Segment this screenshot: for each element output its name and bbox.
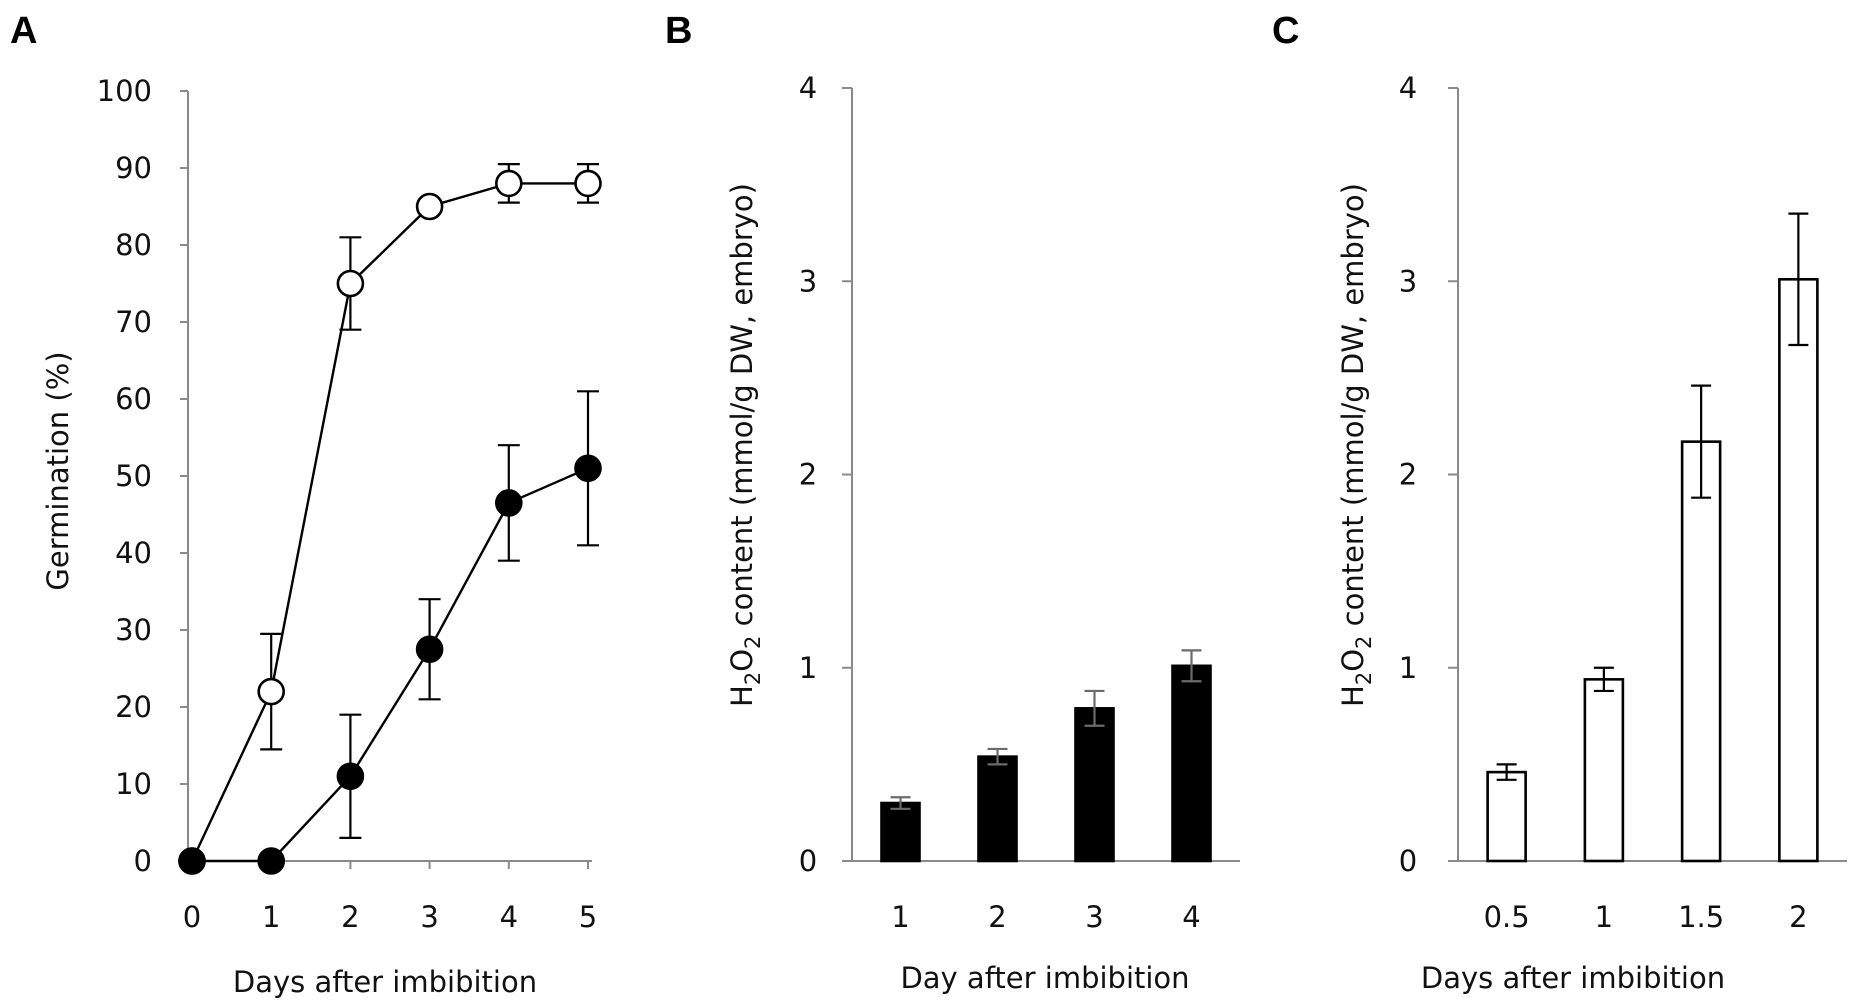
panel-a-y-tick-label: 100 <box>97 74 152 108</box>
panel-b-y-ticks: 0 1 2 3 4 <box>799 71 852 878</box>
panel-b-y-tick-label: 3 <box>799 264 817 298</box>
panel-a-line-chart: 0 10 20 30 40 50 60 70 80 90 100 0 1 2 3 4 5 Days after… <box>41 74 602 999</box>
panel-a-axes <box>187 91 592 862</box>
panel-b-y-axis-label: H2O2 content (mmol/g DW, embryo) <box>725 183 765 707</box>
panel-a-filled-series-point <box>574 454 602 483</box>
panel-letter-a: A <box>10 10 37 52</box>
panel-a-x-ticks: 0 1 2 3 4 5 <box>183 861 597 934</box>
panel-a-open-series-line <box>190 182 588 862</box>
panel-a-filled-series-point <box>494 489 523 517</box>
panel-c-y-ticks: 0 1 2 3 4 <box>1399 71 1458 878</box>
panel-a-filled-series-point <box>336 762 365 791</box>
panel-b-x-tick-label: 4 <box>1182 900 1200 934</box>
panel-a-x-tick-label: 3 <box>420 900 438 934</box>
panel-c-bar <box>1680 440 1722 863</box>
panel-c-y-tick-label: 3 <box>1399 264 1417 298</box>
panel-c-x-tick-label: 0.5 <box>1484 900 1530 934</box>
panel-b-x-tick-label: 2 <box>988 900 1006 934</box>
panel-c-x-tick-label: 1.5 <box>1678 900 1724 934</box>
panel-c-bar <box>1778 278 1819 863</box>
panel-c-x-tick-label: 2 <box>1789 900 1807 934</box>
panel-a-y-tick-label: 40 <box>115 536 152 570</box>
panel-c-y-axis-label: H2O2 content (mmol/g DW, embryo) <box>1336 183 1376 707</box>
panel-b-bars <box>880 649 1212 863</box>
panel-b-y-tick-label: 4 <box>799 71 817 105</box>
panel-b-y-tick-label: 2 <box>799 458 817 492</box>
panel-a-x-tick-label: 1 <box>262 900 280 934</box>
panel-a-y-tick-label: 50 <box>115 459 152 493</box>
panel-a-open-series-point <box>494 169 523 198</box>
panel-a-y-tick-label: 80 <box>115 228 152 262</box>
panel-b-ylabel-o: O <box>725 649 759 672</box>
panel-b-ylabel-sub2: 2 <box>741 636 765 649</box>
panel-c-y-tick-label: 1 <box>1399 651 1417 685</box>
panel-a-y-ticks: 0 10 20 30 40 50 60 70 80 90 100 <box>97 74 188 878</box>
panel-a-open-series-point <box>415 192 444 221</box>
panel-b-y-tick-label: 0 <box>799 844 817 878</box>
panel-a-filled-series-point <box>415 635 444 664</box>
panel-b-ylabel-h: H <box>725 685 759 707</box>
panel-a-y-tick-label: 20 <box>115 690 152 724</box>
panel-a-y-tick-label: 30 <box>115 613 152 647</box>
panel-a-x-tick-label: 4 <box>500 900 518 934</box>
panel-c-x-tick-label: 1 <box>1595 900 1613 934</box>
panel-c-ylabel-sub2: 2 <box>1352 636 1376 649</box>
panel-b-bar <box>977 755 1018 863</box>
panel-c-y-tick-label: 2 <box>1399 458 1417 492</box>
panel-b-ylabel-rest: content (mmol/g DW, embryo) <box>725 183 759 636</box>
panel-c-x-ticks: 0.5 1 1.5 2 <box>1484 900 1808 934</box>
panel-c-ylabel-o: O <box>1336 649 1370 672</box>
panel-a-y-tick-label: 0 <box>134 844 152 878</box>
panel-letter-b: B <box>665 10 692 52</box>
panel-c-ylabel-sub1: 2 <box>1352 672 1376 685</box>
panel-b-x-ticks: 1 2 3 4 <box>891 900 1200 934</box>
panel-b-y-tick-label: 1 <box>799 651 817 685</box>
panel-c-x-axis-label: Days after imbibition <box>1421 961 1725 995</box>
panel-c-ylabel-rest: content (mmol/g DW, embryo) <box>1336 183 1370 636</box>
panel-b-x-tick-label: 1 <box>891 900 909 934</box>
panel-c-y-tick-label: 0 <box>1399 844 1417 878</box>
panel-c-bars <box>1486 212 1819 863</box>
panel-a-filled-series-point <box>257 847 286 875</box>
panel-a-x-axis-label: Days after imbibition <box>233 965 537 999</box>
panel-b-ylabel-sub1: 2 <box>741 672 765 685</box>
panel-a-x-tick-label: 5 <box>579 900 597 934</box>
panel-a-series <box>178 163 602 875</box>
panel-b-bar <box>1171 664 1212 863</box>
panel-c-y-tick-label: 4 <box>1399 71 1417 105</box>
panel-b-bar <box>880 801 921 863</box>
panel-a-y-axis-label: Germination (%) <box>41 351 75 590</box>
panel-a-y-tick-label: 90 <box>115 151 152 185</box>
panel-b-x-axis-label: Day after imbibition <box>900 961 1189 995</box>
panel-b-bar <box>1074 707 1115 863</box>
panel-c-ylabel-h: H <box>1336 685 1370 707</box>
panel-c-bar <box>1583 678 1625 863</box>
panel-a-open-series-point <box>336 269 365 298</box>
panel-a-y-tick-label: 70 <box>115 305 152 339</box>
panel-a-filled-series-point <box>178 847 206 875</box>
panel-a-x-tick-label: 0 <box>183 900 201 934</box>
panel-a-y-tick-label: 60 <box>115 382 152 416</box>
panel-letter-c: C <box>1272 10 1299 52</box>
panel-a-y-tick-label: 10 <box>115 767 152 801</box>
panel-a-open-series-point <box>257 677 286 706</box>
panel-a-open-series-point <box>574 169 602 198</box>
panel-c-bar <box>1486 770 1527 863</box>
panel-a-filled-series-line <box>192 467 589 863</box>
panel-a-x-tick-label: 2 <box>341 900 359 934</box>
panel-b-x-tick-label: 3 <box>1085 900 1103 934</box>
